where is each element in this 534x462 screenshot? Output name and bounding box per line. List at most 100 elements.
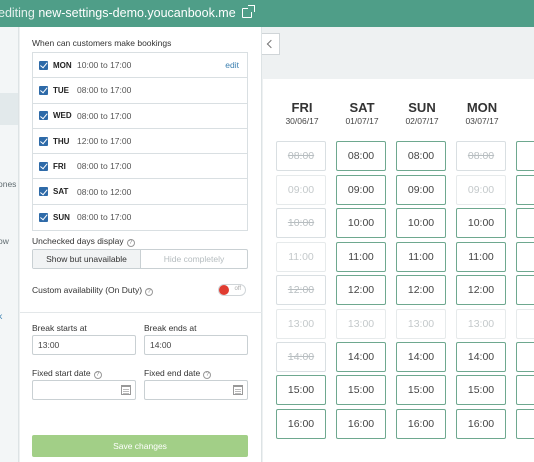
switch-knob [219,285,229,295]
save-changes-button[interactable]: Save changes [32,435,248,457]
day-row-fri[interactable]: FRI 08:00 to 17:00 [33,154,247,180]
custom-availability-switch[interactable]: off [218,284,246,296]
help-icon[interactable]: ? [145,288,154,296]
time-slot[interactable]: 08:00 [396,141,446,171]
time-slot[interactable]: 15:00 [396,375,446,405]
show-but-unavailable-option[interactable]: Show but unavailable [33,250,141,268]
left-nav: ones ow k [0,27,19,462]
day-checkbox[interactable] [39,212,48,222]
fixed-start-date-input[interactable] [32,380,136,400]
time-slot[interactable]: 16:00 [276,409,326,439]
day-of-week: MON [466,100,498,115]
column-date: 01/07/17 [345,116,379,126]
time-slot[interactable]: 08:00 [336,141,386,171]
day-hours: 08:00 to 17:00 [77,110,132,121]
time-slot: 13:00 [396,309,446,339]
fixed-end-date-input[interactable] [144,380,248,400]
column-date: 03/07/17 [465,116,499,126]
time-slot[interactable]: 11:00 [456,242,506,272]
time-slot[interactable]: 15:00 [336,375,386,405]
section-divider [20,312,262,313]
edit-link[interactable]: edit [225,60,239,71]
day-checkbox[interactable] [39,111,48,121]
calendar-icon[interactable] [233,385,243,395]
time-slot[interactable]: 1 [516,275,534,305]
day-checkbox[interactable] [39,85,48,95]
day-row-sun[interactable]: SUN 08:00 to 17:00 [33,205,247,230]
external-link-icon[interactable] [242,5,256,18]
time-slot[interactable]: 09:00 [336,175,386,205]
availability-settings-panel: When can customers make bookings MON 10:… [20,27,262,462]
day-row-wed[interactable]: WED 08:00 to 17:00 [33,104,247,129]
time-slot[interactable]: 11:00 [336,242,386,272]
time-slot: 09:00 [276,175,326,205]
unchecked-days-label: Unchecked days display? [32,236,135,247]
day-name: WED [53,111,72,121]
custom-availability-label: Custom availability (On Duty)? [32,285,154,296]
time-slot[interactable]: 10:00 [336,208,386,238]
time-slot[interactable]: 16:00 [456,409,506,439]
time-slot[interactable]: 0 [516,141,534,171]
hide-completely-option[interactable]: Hide completely [163,254,225,264]
day-hours: 12:00 to 17:00 [77,136,132,147]
day-of-week: FRI [291,100,313,115]
time-slot[interactable]: 1 [516,342,534,372]
site-link[interactable]: new-settings-demo.youcanbook.me [38,6,236,20]
time-slot[interactable]: 12:00 [456,275,506,305]
calendar-icon[interactable] [121,385,131,395]
time-slot[interactable]: 09:00 [396,175,446,205]
time-slot[interactable]: 1 [516,409,534,439]
time-slot[interactable]: 12:00 [396,275,446,305]
day-checkbox[interactable] [39,161,48,171]
time-slot[interactable]: 15:00 [276,375,326,405]
time-slot: 11:00 [276,242,326,272]
day-name: SAT [53,187,69,197]
time-slot[interactable]: 15:00 [456,375,506,405]
time-slot: 1 [516,309,534,339]
day-row-sat[interactable]: SAT 08:00 to 12:00 [33,179,247,205]
time-slot[interactable]: 1 [516,208,534,238]
time-slot[interactable]: 14:00 [336,342,386,372]
fixed-end-date-label: Fixed end date? [144,368,212,379]
time-slot[interactable]: 1 [516,375,534,405]
custom-availability-label-text: Custom availability (On Duty) [32,285,143,295]
day-row-mon[interactable]: MON 10:00 to 17:00 edit [33,53,247,79]
day-checkbox[interactable] [39,60,48,70]
help-icon[interactable]: ? [93,371,102,379]
booking-calendar: FRI 30/06/17 08:00 09:00 10:00 11:00 12:00 13:0… [263,79,534,462]
time-slot[interactable]: 1 [516,242,534,272]
left-nav-active-item[interactable] [0,93,18,125]
time-slot[interactable]: 16:00 [336,409,386,439]
time-slot[interactable]: 0 [516,175,534,205]
day-row-tue[interactable]: TUE 08:00 to 17:00 [33,78,247,104]
help-icon[interactable]: ? [203,371,212,379]
time-slot[interactable]: 14:00 [456,342,506,372]
weekday-list: MON 10:00 to 17:00 edit TUE 08:00 to 17:… [32,52,248,232]
time-slot[interactable]: 16:00 [396,409,446,439]
day-row-thu[interactable]: THU 12:00 to 17:00 [33,129,247,155]
time-slot[interactable]: 11:00 [396,242,446,272]
break-end-input[interactable]: 14:00 [144,335,248,355]
day-of-week: SUN [408,100,436,115]
collapse-panel-button[interactable] [262,33,280,55]
time-slot[interactable]: 10:00 [456,208,506,238]
day-checkbox[interactable] [39,187,48,197]
top-bar: editing new-settings-demo.youcanbook.me [0,0,534,27]
day-name: FRI [53,161,66,171]
time-slot: 10:00 [276,208,326,238]
break-start-label: Break starts at [32,323,87,333]
break-start-input[interactable]: 13:00 [32,335,136,355]
left-nav-item-fragment[interactable]: ones [0,179,17,189]
unchecked-days-toggle-group: Show but unavailable Hide completely [32,249,248,269]
time-slot: 08:00 [276,141,326,171]
left-nav-link-fragment[interactable]: k [0,311,2,321]
help-icon[interactable]: ? [126,239,135,247]
time-slot[interactable]: 10:00 [396,208,446,238]
fixed-start-date-label-text: Fixed start date [32,368,91,378]
day-checkbox[interactable] [39,136,48,146]
time-slot: 08:00 [456,141,506,171]
left-nav-item-fragment[interactable]: ow [0,236,9,246]
time-slot[interactable]: 14:00 [396,342,446,372]
day-hours: 08:00 to 12:00 [77,186,132,197]
time-slot[interactable]: 12:00 [336,275,386,305]
